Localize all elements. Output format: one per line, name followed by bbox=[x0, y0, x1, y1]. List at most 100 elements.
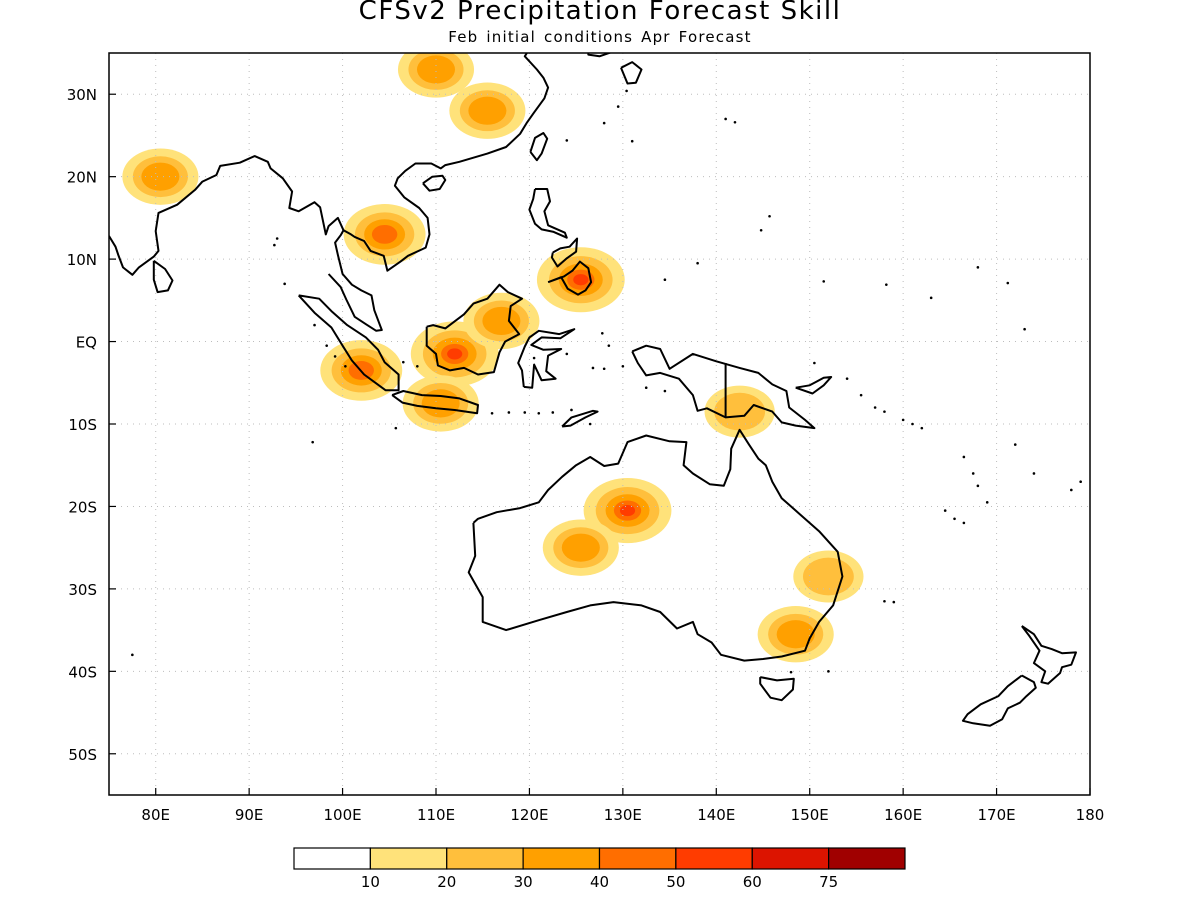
islet-28 bbox=[1023, 327, 1026, 331]
sri-lanka-coast bbox=[152, 259, 174, 294]
malay-peninsula-coast bbox=[327, 229, 383, 332]
islet-65 bbox=[625, 89, 628, 93]
coastlines bbox=[109, 53, 1082, 727]
islet-52 bbox=[131, 653, 134, 657]
islet-25 bbox=[929, 296, 933, 300]
colorbar-label: 10 bbox=[361, 873, 380, 891]
islet-38 bbox=[325, 344, 328, 347]
islet-9 bbox=[883, 410, 886, 413]
indochina-coast bbox=[343, 53, 550, 272]
islet-12 bbox=[962, 521, 966, 525]
islet-40 bbox=[344, 364, 347, 368]
y-tick-label: 20N bbox=[67, 169, 97, 187]
islet-41 bbox=[402, 360, 405, 364]
islet-20 bbox=[696, 261, 699, 265]
skill-blob-3-level-2 bbox=[802, 557, 854, 596]
colorbar-box-7 bbox=[828, 847, 906, 870]
islet-4 bbox=[1079, 480, 1082, 484]
colorbar-box-5 bbox=[675, 847, 753, 870]
islet-57 bbox=[565, 352, 569, 356]
islet-43 bbox=[490, 411, 494, 415]
islet-11 bbox=[953, 517, 956, 521]
islet-56 bbox=[588, 422, 592, 426]
islet-31 bbox=[985, 501, 989, 504]
visayas-coast bbox=[550, 237, 579, 268]
x-tick-label: 120E bbox=[510, 806, 548, 824]
islet-47 bbox=[551, 411, 555, 414]
islet-8 bbox=[859, 393, 863, 397]
skill-blob-4-level-5 bbox=[447, 348, 463, 360]
skill-blob-8-level-3 bbox=[421, 389, 460, 418]
islet-63 bbox=[565, 139, 569, 142]
islet-42 bbox=[416, 364, 419, 368]
islet-35 bbox=[273, 243, 276, 247]
x-tick-label: 180 bbox=[1076, 806, 1105, 824]
burma-india-coast bbox=[109, 155, 345, 276]
islet-67 bbox=[845, 377, 849, 380]
islet-27 bbox=[976, 266, 980, 269]
colorbar-label: 60 bbox=[743, 873, 762, 891]
sumatra-coast bbox=[297, 294, 400, 392]
islet-19 bbox=[663, 278, 667, 282]
islet-51 bbox=[311, 440, 314, 444]
islet-50 bbox=[394, 426, 398, 430]
islet-21 bbox=[759, 228, 763, 232]
x-tick-label: 90E bbox=[235, 806, 264, 824]
y-tick-label: 30N bbox=[67, 86, 97, 104]
map-subtitle: Feb initial conditions Apr Forecast bbox=[448, 28, 752, 46]
axis-ticks: 80E 90E 100E 110E 120E 130E 140E 150E 160E 170E 18… bbox=[67, 86, 1105, 824]
lat-lon-grid bbox=[109, 53, 1090, 795]
timor-coast bbox=[561, 409, 599, 428]
tasmania-coast bbox=[759, 676, 795, 702]
colorbar-label: 30 bbox=[514, 873, 533, 891]
colorbar-box-1 bbox=[369, 847, 448, 870]
islet-53 bbox=[827, 670, 830, 673]
islet-0 bbox=[976, 484, 980, 488]
colorbar: 10 20 30 40 50 60 75 bbox=[293, 847, 906, 891]
islet-34 bbox=[275, 237, 279, 240]
islet-22 bbox=[768, 214, 771, 218]
y-tick-label: 10N bbox=[67, 251, 97, 269]
islet-37 bbox=[313, 323, 316, 327]
skill-blob-12-level-5 bbox=[573, 274, 589, 286]
islet-1 bbox=[971, 472, 975, 475]
islet-66 bbox=[813, 361, 816, 365]
islet-7 bbox=[873, 406, 877, 409]
skill-shading bbox=[122, 53, 864, 663]
x-tick-label: 150E bbox=[791, 806, 829, 824]
islet-30 bbox=[892, 600, 896, 604]
y-tick-label: EQ bbox=[76, 334, 97, 352]
islet-5 bbox=[901, 418, 905, 422]
australia-coast bbox=[467, 428, 844, 662]
islet-36 bbox=[283, 282, 286, 286]
colorbar-label: 50 bbox=[666, 873, 685, 891]
new-zealand-north bbox=[1021, 625, 1077, 685]
y-tick-label: 50S bbox=[68, 746, 97, 764]
x-tick-label: 130E bbox=[604, 806, 642, 824]
skill-blob-0-level-5 bbox=[619, 504, 636, 517]
colorbar-box-4 bbox=[598, 847, 677, 870]
islet-13 bbox=[943, 509, 947, 512]
skill-blob-2-level-3 bbox=[776, 620, 815, 649]
islet-6 bbox=[911, 422, 914, 426]
x-tick-label: 110E bbox=[417, 806, 455, 824]
islet-29 bbox=[883, 599, 886, 603]
x-tick-label: 100E bbox=[324, 806, 362, 824]
mindanao-coast bbox=[547, 260, 593, 296]
colorbar-label: 40 bbox=[590, 873, 609, 891]
skill-blob-9-level-3 bbox=[141, 162, 180, 191]
skill-blob-13-level-2 bbox=[714, 392, 766, 431]
colorbar-label: 75 bbox=[819, 873, 838, 891]
japan-kyushu-coast bbox=[620, 61, 643, 85]
skill-blob-1-level-3 bbox=[561, 533, 600, 562]
islet-44 bbox=[507, 411, 511, 414]
new-zealand-south bbox=[961, 674, 1037, 727]
islet-23 bbox=[822, 280, 826, 283]
islet-15 bbox=[602, 367, 606, 371]
taiwan-coast bbox=[529, 132, 549, 162]
colorbar-box-3 bbox=[522, 847, 601, 870]
islet-18 bbox=[607, 344, 611, 347]
skill-blob-6-level-4 bbox=[371, 224, 398, 244]
java-coast bbox=[391, 390, 479, 415]
